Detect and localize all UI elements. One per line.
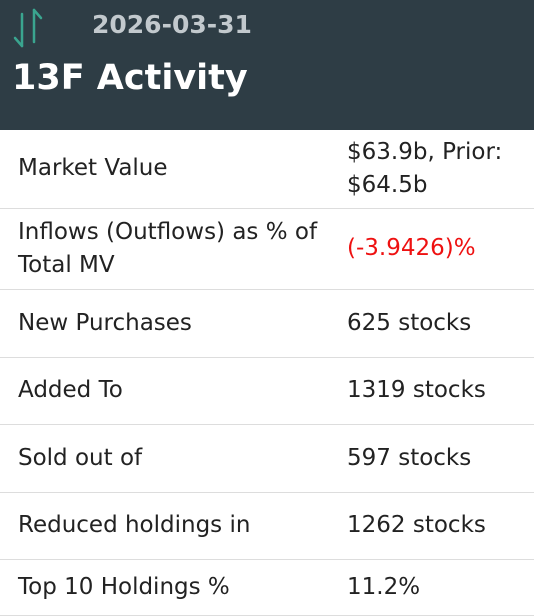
row-label: Market Value (0, 130, 347, 209)
row-value: 1319 stocks (347, 357, 534, 425)
header: 2026-03-31 13F Activity (0, 0, 534, 130)
table-row: Market Value $63.9b, Prior: $64.5b (0, 130, 534, 209)
row-label: Sold out of (0, 424, 347, 493)
row-label: New Purchases (0, 289, 347, 358)
row-value: 625 stocks (347, 289, 534, 358)
row-value: 1262 stocks (347, 492, 534, 560)
table-row: Added To 1319 stocks (0, 357, 534, 425)
row-label: Top 10 Holdings % (0, 559, 347, 616)
title: 13F Activity (12, 58, 248, 98)
date: 2026-03-31 (92, 10, 252, 39)
row-label: Reduced holdings in (0, 492, 347, 560)
row-value: 11.2% (347, 559, 534, 616)
row-value: $63.9b, Prior: $64.5b (347, 130, 534, 209)
row-value: 597 stocks (347, 424, 534, 493)
row-label: Inflows (Outflows) as % of Total MV (0, 208, 347, 290)
activity-table: Market Value $63.9b, Prior: $64.5b Inflows… (0, 130, 534, 616)
sort-icon (13, 8, 43, 48)
table-row: Top 10 Holdings % 11.2% (0, 559, 534, 616)
table-row: New Purchases 625 stocks (0, 289, 534, 358)
row-label: Added To (0, 357, 347, 425)
row-value: (-3.9426)% (347, 208, 534, 290)
table-row: Sold out of 597 stocks (0, 424, 534, 493)
table-row: Reduced holdings in 1262 stocks (0, 492, 534, 560)
table-row: Inflows (Outflows) as % of Total MV (-3.9… (0, 208, 534, 290)
